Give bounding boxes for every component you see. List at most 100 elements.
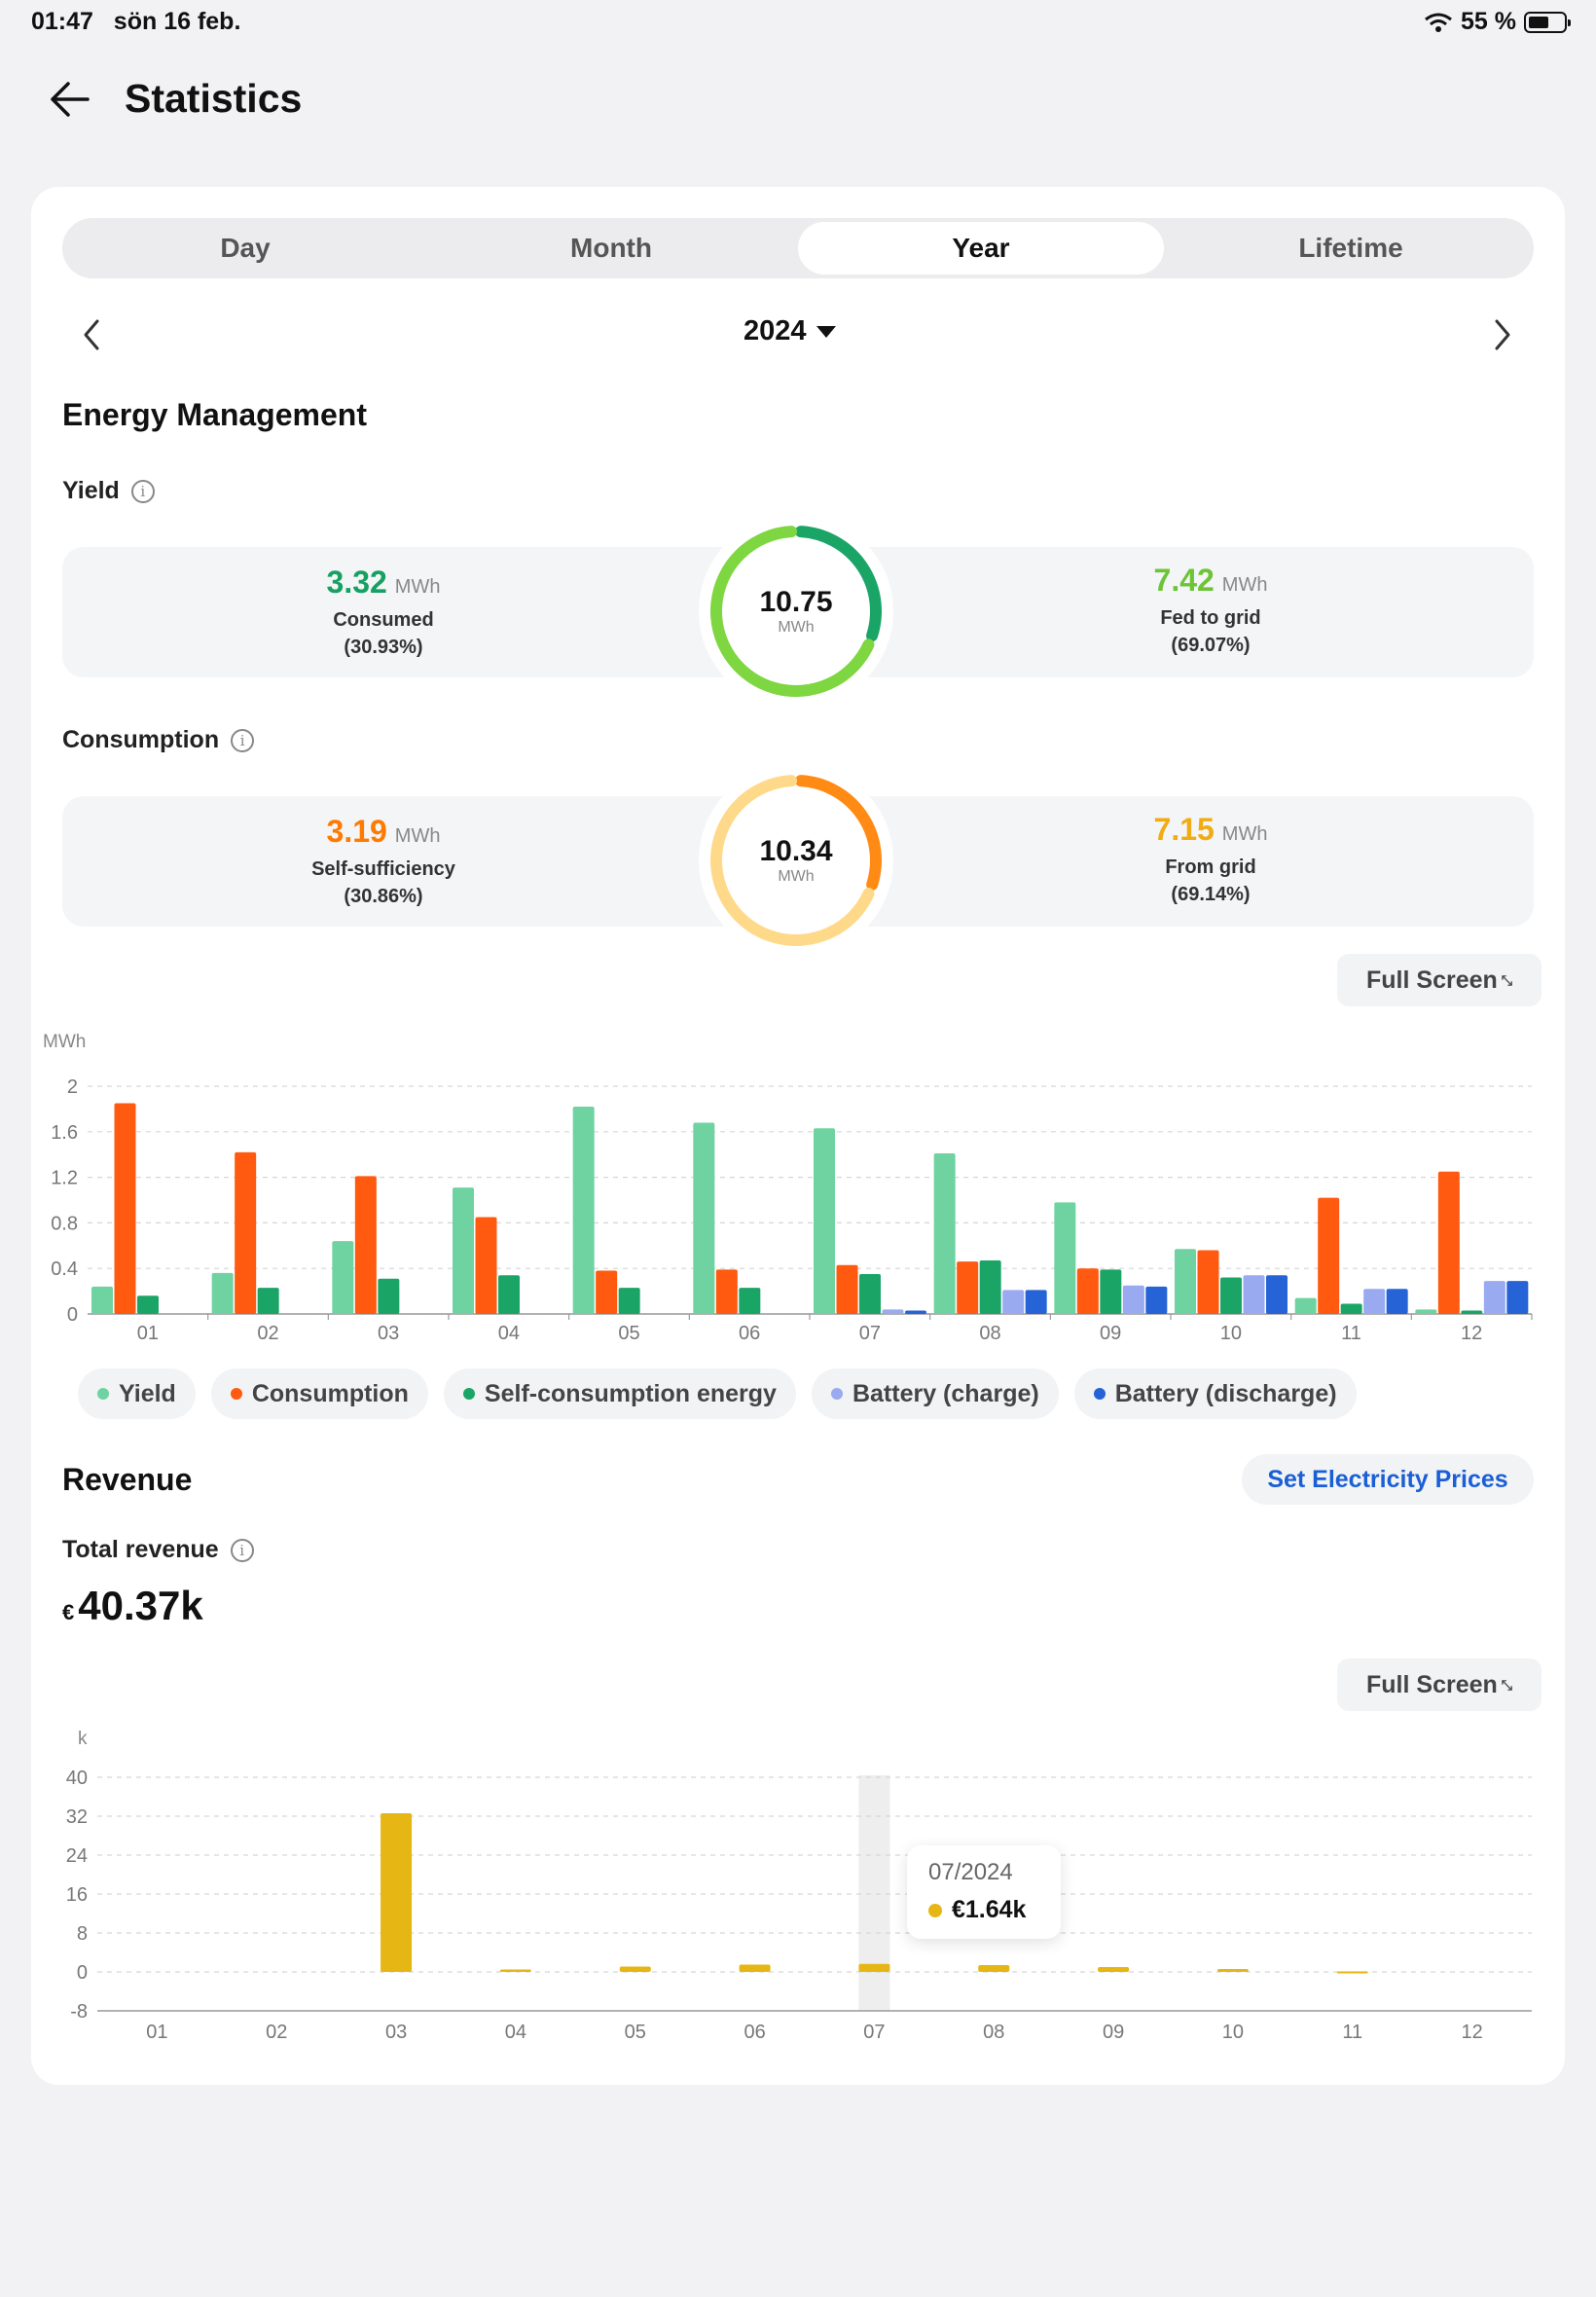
energy-bar[interactable]: [1483, 1281, 1505, 1314]
energy-bar[interactable]: [1266, 1275, 1288, 1314]
energy-bar[interactable]: [1076, 1268, 1099, 1314]
statistics-card: [31, 187, 1565, 2085]
energy-bar[interactable]: [91, 1286, 113, 1314]
tab-day[interactable]: Day: [220, 233, 271, 263]
energy-bar[interactable]: [1243, 1275, 1265, 1314]
energy-bar[interactable]: [114, 1103, 136, 1314]
energy-bar[interactable]: [1437, 1171, 1460, 1314]
consumption-donut-ring: [710, 775, 882, 946]
revenue-bar[interactable]: [619, 1966, 651, 1973]
energy-bar[interactable]: [1386, 1289, 1408, 1314]
energy-bar[interactable]: [1363, 1289, 1386, 1314]
revenue-bar[interactable]: [1216, 1969, 1249, 1972]
revenue-highlight-band: [858, 1775, 890, 2011]
energy-bar[interactable]: [1415, 1309, 1437, 1314]
energy-bar[interactable]: [211, 1272, 234, 1314]
energy-x-tick: 05: [618, 1323, 639, 1344]
tab-month[interactable]: Month: [570, 233, 652, 263]
yield-arc-share: [794, 526, 882, 642]
energy-bar[interactable]: [814, 1128, 835, 1314]
energy-bar[interactable]: [1506, 1281, 1529, 1314]
energy-bar[interactable]: [836, 1264, 858, 1314]
self-sufficiency-pct: (30.86%): [344, 886, 423, 907]
energy-bar[interactable]: [475, 1217, 497, 1314]
back-arrow-icon[interactable]: [47, 78, 95, 121]
energy-bar[interactable]: [979, 1260, 1001, 1314]
energy-bar[interactable]: [693, 1122, 715, 1314]
energy-x-tick: 09: [1100, 1323, 1121, 1344]
energy-bar[interactable]: [905, 1310, 926, 1314]
revenue-bar[interactable]: [978, 1965, 1010, 1972]
energy-bar[interactable]: [257, 1288, 279, 1314]
energy-bar[interactable]: [715, 1269, 738, 1314]
legend-battery-charge[interactable]: Battery (charge): [811, 1368, 1059, 1419]
energy-bar[interactable]: [137, 1295, 159, 1314]
energy-bar[interactable]: [1294, 1297, 1317, 1314]
energy-y-tick: 1.2: [51, 1168, 78, 1189]
energy-bar[interactable]: [1175, 1249, 1196, 1314]
energy-bar[interactable]: [1100, 1269, 1122, 1314]
energy-bar[interactable]: [1122, 1285, 1144, 1314]
energy-bar[interactable]: [332, 1241, 354, 1314]
energy-bar[interactable]: [1054, 1202, 1076, 1314]
revenue-x-tick: 12: [1461, 2022, 1482, 2043]
energy-bar[interactable]: [1318, 1197, 1340, 1314]
energy-bar[interactable]: [859, 1274, 881, 1314]
revenue-x-tick: 01: [146, 2022, 167, 2043]
set-electricity-prices-button[interactable]: Set Electricity Prices: [1242, 1454, 1534, 1505]
energy-bar[interactable]: [933, 1153, 956, 1314]
revenue-bar[interactable]: [1336, 1971, 1368, 1974]
revenue-bar[interactable]: [381, 1813, 413, 1972]
tab-year[interactable]: Year: [798, 222, 1164, 274]
energy-bar[interactable]: [739, 1288, 761, 1314]
energy-bar[interactable]: [596, 1270, 618, 1314]
energy-bar[interactable]: [1461, 1310, 1483, 1314]
tab-lifetime[interactable]: Lifetime: [1298, 233, 1403, 263]
legend-yield[interactable]: Yield: [78, 1368, 196, 1419]
energy-bar[interactable]: [1197, 1250, 1219, 1314]
revenue-bar[interactable]: [1098, 1967, 1130, 1972]
previous-period-icon[interactable]: [78, 315, 105, 354]
energy-bar[interactable]: [498, 1275, 520, 1314]
consumption-label-row: Consumption i: [62, 726, 255, 754]
energy-y-tick: 1.6: [51, 1122, 78, 1144]
energy-full-screen-button[interactable]: Full Screen ⤡: [1337, 954, 1542, 1006]
energy-bar[interactable]: [1220, 1277, 1242, 1314]
energy-bar[interactable]: [235, 1151, 257, 1314]
energy-bar[interactable]: [957, 1261, 979, 1314]
energy-bar[interactable]: [1025, 1290, 1047, 1314]
legend-self-consumption[interactable]: Self-consumption energy: [443, 1368, 796, 1419]
energy-bar[interactable]: [1002, 1290, 1025, 1314]
revenue-y-tick: 32: [66, 1806, 88, 1828]
revenue-bar[interactable]: [739, 1964, 771, 1973]
energy-bar[interactable]: [1145, 1286, 1168, 1314]
info-icon[interactable]: i: [231, 728, 255, 752]
year-label: 2024: [744, 315, 807, 346]
energy-bar[interactable]: [618, 1288, 640, 1314]
revenue-x-tick: 06: [744, 2022, 765, 2043]
yield-donut-ring: [710, 526, 882, 697]
energy-y-tick: 2: [67, 1076, 78, 1098]
legend-consumption[interactable]: Consumption: [210, 1368, 428, 1419]
revenue-y-tick: 0: [77, 1962, 88, 1984]
energy-bar[interactable]: [378, 1278, 400, 1314]
yield-fed-value: 7.42: [1153, 563, 1215, 598]
legend-battery-discharge[interactable]: Battery (discharge): [1073, 1368, 1357, 1419]
energy-bar[interactable]: [453, 1187, 474, 1314]
wifi-icon: [1425, 13, 1452, 32]
revenue-bar[interactable]: [499, 1969, 531, 1973]
revenue-bar[interactable]: [858, 1963, 890, 1972]
from-grid-value: 7.15: [1153, 812, 1215, 847]
energy-bar[interactable]: [354, 1176, 377, 1314]
energy-bar[interactable]: [1340, 1303, 1362, 1314]
info-icon[interactable]: i: [230, 1538, 254, 1562]
legend-dot-icon: [462, 1388, 475, 1400]
dropdown-caret-icon: [816, 325, 836, 338]
revenue-full-screen-button[interactable]: Full Screen ⤡: [1337, 1659, 1542, 1711]
next-period-icon[interactable]: [1489, 315, 1516, 354]
energy-bar[interactable]: [572, 1107, 595, 1314]
year-selector[interactable]: 2024: [744, 315, 836, 347]
total-revenue-label-row: Total revenue i: [62, 1536, 254, 1564]
energy-bar[interactable]: [882, 1309, 904, 1314]
info-icon[interactable]: i: [130, 479, 155, 503]
